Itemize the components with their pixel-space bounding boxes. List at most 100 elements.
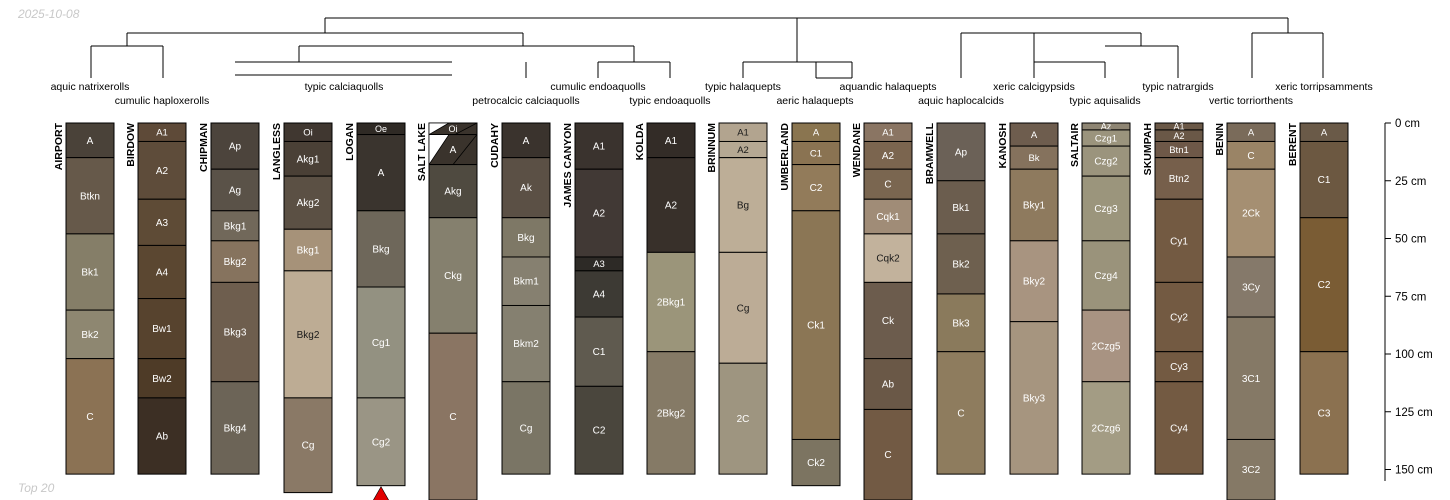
horizon-block (936, 293, 986, 353)
horizon-block (501, 122, 551, 159)
horizon-label: Cy2 (1170, 313, 1188, 324)
horizon-label: Bkg1 (224, 221, 247, 232)
horizon-block (1081, 381, 1131, 475)
horizon-label: Az (1101, 122, 1112, 132)
horizon-label: A (87, 136, 94, 147)
horizon-label: A2 (1173, 131, 1184, 141)
horizon-label: Bw2 (152, 374, 172, 385)
horizon-block (210, 240, 260, 283)
horizon-label: A2 (593, 209, 606, 220)
horizon-label: Bkg (517, 233, 534, 244)
horizon-label: A4 (156, 267, 169, 278)
horizon-block (936, 122, 986, 182)
horizon-label: Cy1 (1170, 236, 1188, 247)
horizon-label: A (1248, 128, 1255, 139)
horizon-block (356, 210, 406, 288)
profile-name: KOLDA (634, 123, 646, 161)
horizon-label: 2C (737, 414, 750, 425)
horizon-block (1226, 140, 1276, 170)
horizon-block (356, 397, 406, 487)
horizon-label: Oi (303, 128, 313, 139)
horizon-block (501, 381, 551, 475)
horizon-label: Bkg1 (297, 246, 320, 257)
horizon-label: Ckg (444, 271, 462, 282)
horizon-block (65, 157, 115, 235)
horizon-label: Cg (520, 423, 533, 434)
horizon-label: A2 (665, 201, 678, 212)
horizon-label: C (884, 180, 891, 191)
profile-name: CUDAHY (489, 123, 501, 168)
horizon-label: C3 (1318, 408, 1331, 419)
horizon-label: Ap (955, 147, 968, 158)
horizon-label: Cg (302, 441, 315, 452)
horizon-block (791, 438, 841, 487)
depth-axis-label: 100 cm (1395, 349, 1433, 361)
horizon-label: A4 (593, 289, 606, 300)
horizon-block (501, 217, 551, 258)
horizon-block (137, 397, 187, 475)
horizon-label: Cy3 (1170, 362, 1188, 373)
horizon-block (65, 309, 115, 360)
horizon-block (501, 157, 551, 219)
horizon-label: A1 (737, 128, 749, 139)
horizon-block (210, 281, 260, 383)
taxon-label: typic halaquepts (705, 81, 781, 93)
horizon-label: Ck (882, 316, 895, 327)
horizon-label: A3 (593, 259, 605, 270)
horizon-label: Ag (229, 185, 241, 196)
horizon-label: Cg (737, 303, 750, 314)
profile-name: LOGAN (344, 123, 356, 161)
horizon-label: C1 (810, 148, 822, 159)
horizon-block (1154, 351, 1204, 383)
horizon-label: Cqk2 (876, 254, 900, 265)
horizon-label: Ap (229, 142, 242, 153)
profile-name: SALTAIR (1069, 123, 1081, 167)
horizon-label: 3Cy (1242, 283, 1260, 294)
horizon-label: Oi (449, 124, 458, 134)
horizon-block (356, 286, 406, 399)
horizon-label: Cy4 (1170, 423, 1188, 434)
horizon-block (574, 316, 624, 387)
profile-name: JAMES CANYON (562, 123, 574, 208)
profile-name: BERENT (1287, 122, 1299, 166)
profile-name: WENDANE (851, 123, 863, 177)
profile-name: BRAMWELL (924, 122, 936, 184)
profile-name: LANGLESS (271, 123, 283, 180)
horizon-block (1009, 321, 1059, 475)
horizon-label: Bky2 (1023, 277, 1046, 288)
horizon-block (646, 351, 696, 475)
profile-name: AIRPORT (53, 122, 65, 170)
truncation-marker (373, 486, 389, 500)
horizon-label: A1 (593, 142, 606, 153)
horizon-label: A (1031, 130, 1038, 141)
taxon-label: aeric halaquepts (776, 95, 853, 107)
horizon-block (791, 164, 841, 212)
taxon-label: typic endoaquolls (629, 95, 710, 107)
horizon-label: Ck1 (807, 321, 825, 332)
horizon-label: C2 (593, 426, 606, 437)
taxon-label: xeric calcigypsids (993, 81, 1075, 93)
horizon-label: Btn2 (1169, 174, 1190, 185)
taxon-label: petrocalcic calciaquolls (472, 95, 579, 107)
horizon-wedge (428, 134, 450, 166)
horizon-block (718, 362, 768, 475)
horizon-block (137, 298, 187, 360)
profile-name: SALT LAKE (416, 123, 428, 181)
horizon-block (863, 140, 913, 170)
horizon-label: A1 (1173, 122, 1184, 132)
horizon-block (718, 251, 768, 364)
horizon-block (791, 210, 841, 440)
horizon-label: Bw1 (152, 324, 172, 335)
horizon-block (1226, 316, 1276, 440)
horizon-block (283, 228, 333, 272)
horizon-label: Bkg2 (224, 257, 247, 268)
horizon-block (1299, 351, 1349, 475)
horizon-label: A1 (665, 136, 678, 147)
horizon-label: C2 (1318, 280, 1331, 291)
horizon-label: Bk (1028, 153, 1039, 164)
horizon-label: Oe (375, 124, 387, 134)
taxon-label: typic calciaquolls (305, 81, 384, 93)
horizon-label: Bkm2 (513, 339, 539, 350)
horizon-label: Bk2 (952, 259, 970, 270)
horizon-label: Bk1 (81, 267, 99, 278)
